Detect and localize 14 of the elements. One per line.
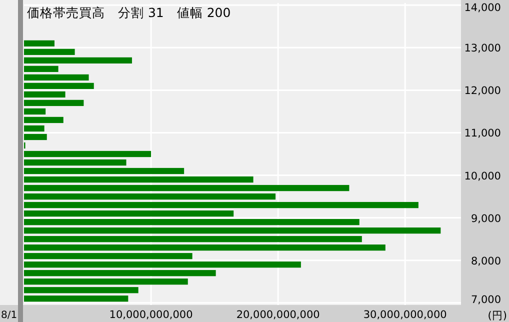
- y-tick-label: 8,000: [470, 255, 501, 268]
- y-tick-label: 14,000: [464, 2, 501, 14]
- y-tick-label: 11,000: [464, 128, 501, 140]
- y-axis-title: (円): [488, 310, 507, 322]
- chart-title: 価格帯売買高 分割 31 値幅 200: [27, 5, 231, 20]
- x-tick-label: 10,000,000,000: [109, 309, 193, 321]
- y-tick-label: 10,000: [464, 170, 501, 182]
- x-tick-label: 30,000,000,000: [363, 309, 447, 321]
- y-tick-label: 12,000: [464, 85, 501, 98]
- y-tick-label: 7,000: [470, 294, 501, 306]
- y-tick-label: 13,000: [464, 42, 501, 55]
- text: 8/1: [1, 310, 18, 321]
- x-tick-label: 20,000,000,000: [236, 309, 320, 321]
- y-tick-label: 9,000: [470, 212, 501, 225]
